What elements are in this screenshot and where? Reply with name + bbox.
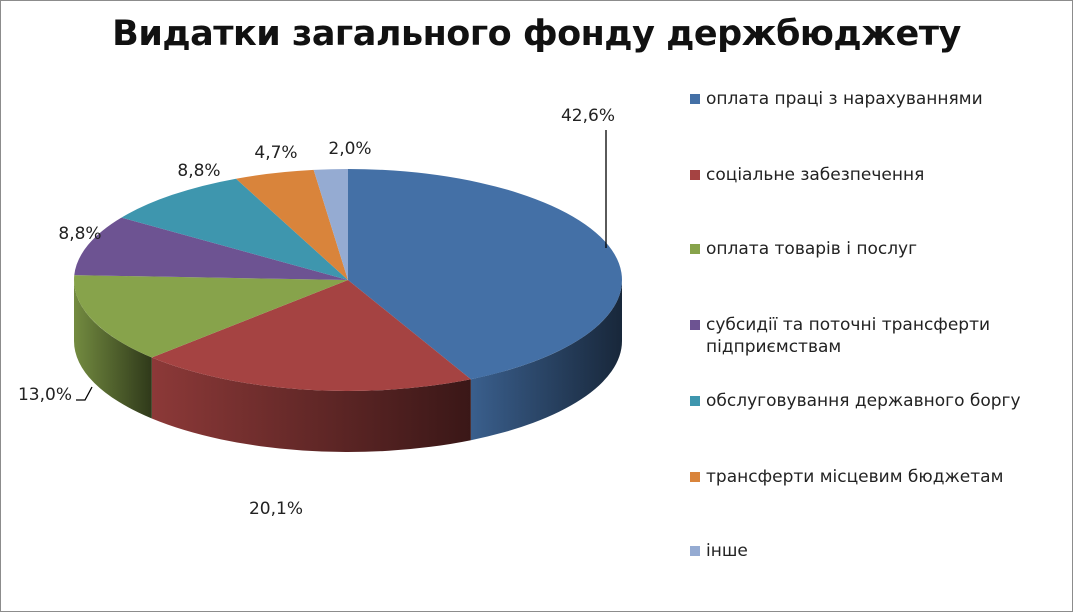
legend-item: субсидії та поточні трансферти підприємс…: [690, 314, 1046, 358]
pie-slice-3[interactable]: [74, 217, 348, 280]
legend-label: оплата праці з нарахуваннями: [706, 89, 983, 109]
pie-slice-2[interactable]: [74, 275, 348, 358]
pie-slice-5[interactable]: [236, 169, 348, 280]
data-label-5: 4,7%: [254, 143, 297, 163]
legend-label: трансферти місцевим бюджетам: [706, 467, 1004, 487]
data-label-3: 8,8%: [58, 224, 101, 244]
legend-swatch: [690, 244, 700, 254]
legend-label: соціальне забезпечення: [706, 165, 925, 185]
legend-item: оплата праці з нарахуваннями: [690, 88, 1046, 110]
legend-item: інше: [690, 540, 1046, 562]
legend-item: трансферти місцевим бюджетам: [690, 466, 1046, 488]
data-label-4: 8,8%: [177, 161, 220, 181]
legend-label: обслуговування державного боргу: [706, 391, 1021, 411]
legend-swatch: [690, 170, 700, 180]
legend-label: оплата товарів і послуг: [706, 239, 918, 259]
legend-swatch: [690, 94, 700, 104]
legend-item: оплата товарів і послуг: [690, 238, 1046, 260]
data-label-1: 20,1%: [249, 499, 303, 519]
pie-slice-1[interactable]: [151, 280, 471, 391]
leader-line-2: [76, 386, 93, 401]
legend-swatch: [690, 472, 700, 482]
pie-slice-6[interactable]: [313, 169, 348, 280]
pie-slice-4[interactable]: [121, 178, 349, 280]
pie-side-1: [151, 357, 471, 452]
pie-side-0: [470, 280, 622, 441]
legend-item: обслуговування державного боргу: [690, 390, 1046, 412]
data-label-0: 42,6%: [561, 106, 615, 126]
legend-swatch: [690, 320, 700, 330]
chart-title: Видатки загального фонду держбюджету: [112, 14, 961, 54]
legend-swatch: [690, 396, 700, 406]
data-label-6: 2,0%: [328, 139, 371, 159]
pie-side-2: [73, 280, 152, 419]
legend-label: субсидії та поточні трансферти підприємс…: [706, 315, 991, 357]
pie-slice-0[interactable]: [348, 169, 622, 380]
data-label-2: 13,0%: [18, 385, 72, 405]
legend-label: інше: [706, 541, 748, 561]
legend-swatch: [690, 546, 700, 556]
legend-item: соціальне забезпечення: [690, 164, 1046, 186]
